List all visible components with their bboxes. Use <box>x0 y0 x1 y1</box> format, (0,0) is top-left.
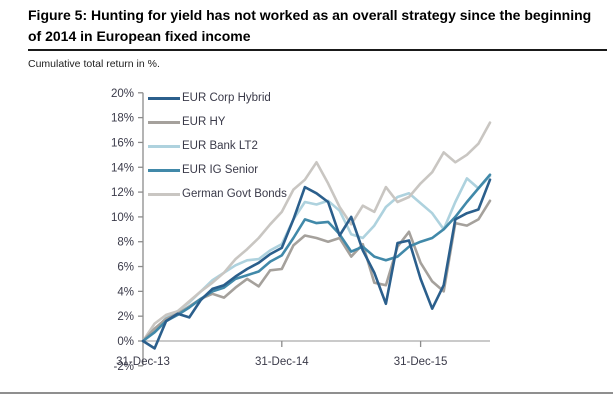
chart-legend: EUR Corp Hybrid EUR HY EUR Bank LT2 EUR IG … <box>148 86 287 206</box>
y-tick-label: 2% <box>117 311 134 323</box>
legend-item-german-govt-bonds: German Govt Bonds <box>148 182 287 206</box>
figure-title: Figure 5: Hunting for yield has not work… <box>28 7 592 44</box>
legend-swatch-icon <box>148 192 180 196</box>
legend-label: EUR HY <box>182 116 226 128</box>
legend-item-eur-ig-senior: EUR IG Senior <box>148 158 287 182</box>
y-tick-label: 14% <box>111 162 134 174</box>
legend-swatch-icon <box>148 96 180 100</box>
y-tick-label: 16% <box>111 137 134 149</box>
series-line-eur-corp-hybrid <box>141 178 492 350</box>
legend-label: EUR Corp Hybrid <box>182 92 271 104</box>
legend-item-eur-bank-lt2: EUR Bank LT2 <box>148 134 287 158</box>
legend-label: EUR IG Senior <box>182 164 259 176</box>
y-tick-label: 8% <box>117 237 134 249</box>
legend-swatch-icon <box>148 144 180 148</box>
legend-label: German Govt Bonds <box>182 188 287 200</box>
legend-item-eur-corp-hybrid: EUR Corp Hybrid <box>148 86 287 110</box>
legend-item-eur-hy: EUR HY <box>148 110 287 134</box>
figure-subtitle: Cumulative total return in %. <box>28 58 160 70</box>
x-tick-label: 31-Dec-15 <box>394 356 448 368</box>
x-tick-label: 31-Dec-13 <box>116 356 170 368</box>
footer-divider <box>0 392 613 394</box>
y-tick-label: 6% <box>117 262 134 274</box>
series-line-german-govt-bonds <box>141 121 492 343</box>
y-tick-label: 4% <box>117 286 134 298</box>
y-tick-label: 10% <box>111 212 134 224</box>
legend-swatch-icon <box>148 120 180 124</box>
y-tick-label: 18% <box>111 113 134 125</box>
title-underline <box>28 49 607 51</box>
y-tick-label: 0% <box>117 336 134 348</box>
legend-label: EUR Bank LT2 <box>182 140 258 152</box>
y-tick-label: -2% <box>114 361 134 373</box>
y-tick-label: 20% <box>111 88 134 100</box>
legend-swatch-icon <box>148 168 180 172</box>
x-tick-label: 31-Dec-14 <box>255 356 309 368</box>
y-tick-label: 12% <box>111 187 134 199</box>
